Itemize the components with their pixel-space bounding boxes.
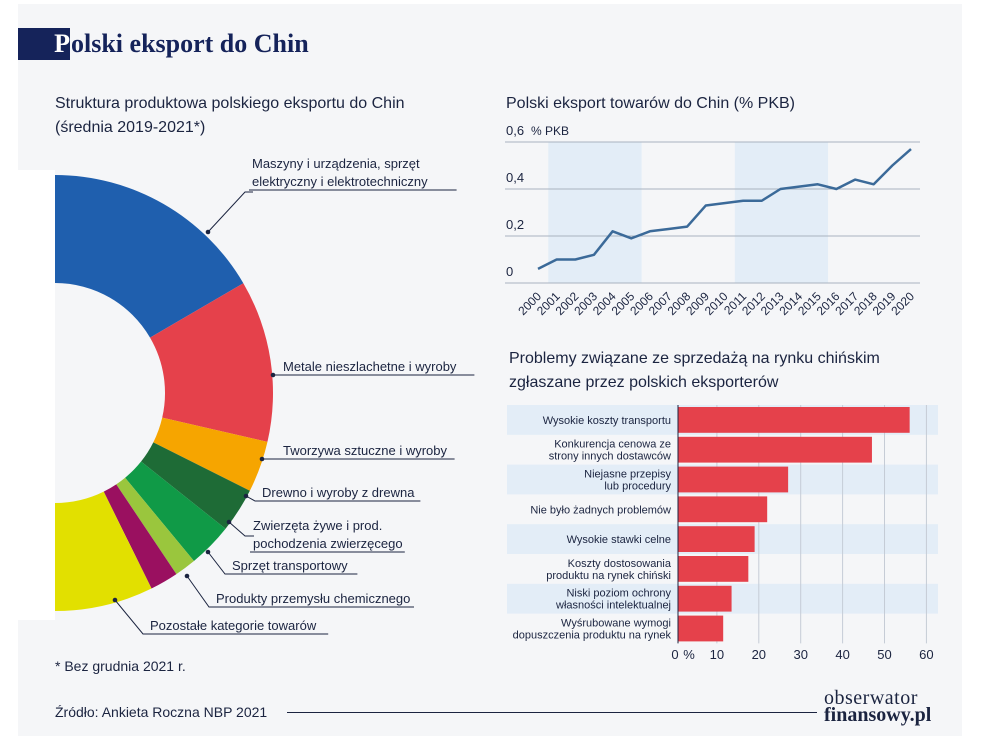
donut-label: Zwierzęta żywe i prod. xyxy=(253,518,382,533)
bar-category-label: strony innych dostawców xyxy=(549,451,671,463)
y-tick-label: 0,2 xyxy=(506,217,524,232)
x-tick-label: 0 xyxy=(671,647,678,662)
y-unit-label: % PKB xyxy=(531,124,569,138)
bar-category-label: własności intelektualnej xyxy=(555,600,671,612)
bar xyxy=(678,496,768,523)
bar-category-label: Nie było żadnych problemów xyxy=(530,504,671,516)
leader-dot xyxy=(226,519,232,525)
bar xyxy=(678,556,749,582)
donut-label: elektryczny i elektrotechniczny xyxy=(252,174,428,189)
title-initial: P xyxy=(54,29,70,58)
donut-slice xyxy=(153,417,268,491)
bar xyxy=(678,585,732,612)
bar-chart-title-line1: Problemy związane ze sprzedażą na rynku … xyxy=(509,350,880,367)
y-tick-label: 0,4 xyxy=(506,170,524,185)
title-text: olski eksport do Chin xyxy=(71,29,309,58)
donut-title-line1: Struktura produktowa polskiego eksportu … xyxy=(55,95,405,112)
y-tick-label: 0,6 xyxy=(506,123,524,138)
donut-label: Sprzęt transportowy xyxy=(232,558,348,573)
leader-dot xyxy=(184,573,190,579)
x-tick-label: 20 xyxy=(752,647,766,662)
footnote: * Bez grudnia 2021 r. xyxy=(55,658,186,674)
bar-category-label: Konkurencja cenowa ze xyxy=(554,439,671,451)
donut-slice xyxy=(150,283,273,442)
bar xyxy=(678,436,872,463)
y-tick-label: 0 xyxy=(506,264,513,279)
bar-category-label: Wyśrubowane wymogi xyxy=(561,618,671,630)
bar-category-label: Koszty dostosowania xyxy=(568,558,672,570)
bar-chart-title-line2: zgłaszane przez polskich eksporterów xyxy=(509,374,779,391)
leader-dot xyxy=(205,229,211,235)
x-tick-label: 60 xyxy=(919,647,933,662)
brand-logo: obserwator finansowy.pl xyxy=(824,687,932,726)
logo-line2: finansowy.pl xyxy=(824,704,932,726)
donut-label: Pozostałe kategorie towarów xyxy=(150,618,317,633)
x-tick-label: 50 xyxy=(877,647,891,662)
page-title: P olski eksport do Chin xyxy=(18,28,309,60)
bar-category-label: produktu na rynek chiński xyxy=(546,570,671,582)
leader-dot xyxy=(112,597,118,603)
shaded-period xyxy=(734,142,829,283)
bar xyxy=(678,466,789,493)
bar-category-label: Wysokie koszty transportu xyxy=(543,415,671,427)
donut-slice xyxy=(116,477,194,575)
title-initial-box: P xyxy=(18,28,70,60)
x-tick-label: 40 xyxy=(835,647,849,662)
logo-line1: obserwator xyxy=(824,687,918,709)
bar-category-label: Niski poziom ochrony xyxy=(566,588,671,600)
donut-label: Drewno i wyroby z drewna xyxy=(262,485,415,500)
leader-dot xyxy=(270,372,276,378)
donut-label: Maszyny i urządzenia, sprzęt xyxy=(252,156,420,171)
leader-dot xyxy=(243,493,249,499)
x-unit-label: % xyxy=(683,647,695,662)
line-chart-title: Polski eksport towarów do Chin (% PKB) xyxy=(506,95,795,112)
bar-category-label: Wysokie stawki celne xyxy=(567,534,671,546)
donut-slice xyxy=(103,484,177,589)
bar xyxy=(678,526,755,552)
donut-label: Metale nieszlachetne i wyroby xyxy=(283,359,457,374)
bar-category-label: Niejasne przepisy xyxy=(584,469,671,481)
series-line xyxy=(537,148,912,271)
donut-slice xyxy=(55,175,244,338)
donut-label: pochodzenia zwierzęcego xyxy=(253,536,403,551)
donut-slice xyxy=(141,442,250,529)
bar xyxy=(678,615,724,642)
source-note: Źródło: Ankieta Roczna NBP 2021 xyxy=(55,704,268,720)
bar-category-label: dopuszczenia produktu na rynek xyxy=(513,630,672,642)
source-rule xyxy=(287,712,817,713)
donut-crop xyxy=(0,170,55,620)
leader-dot xyxy=(259,456,265,462)
donut-label: Produkty przemysłu chemicznego xyxy=(216,591,410,606)
leader-dot xyxy=(205,549,211,555)
donut-slice xyxy=(55,491,152,611)
bar-category-label: lub procedury xyxy=(604,481,671,493)
x-tick-label: 30 xyxy=(793,647,807,662)
donut-title-line2: (średnia 2019-2021*) xyxy=(55,119,206,136)
bar xyxy=(678,407,910,433)
leader-line xyxy=(228,521,252,537)
x-tick-label: 10 xyxy=(710,647,724,662)
donut-slice xyxy=(125,461,226,561)
donut-label: Tworzywa sztuczne i wyroby xyxy=(283,443,447,458)
